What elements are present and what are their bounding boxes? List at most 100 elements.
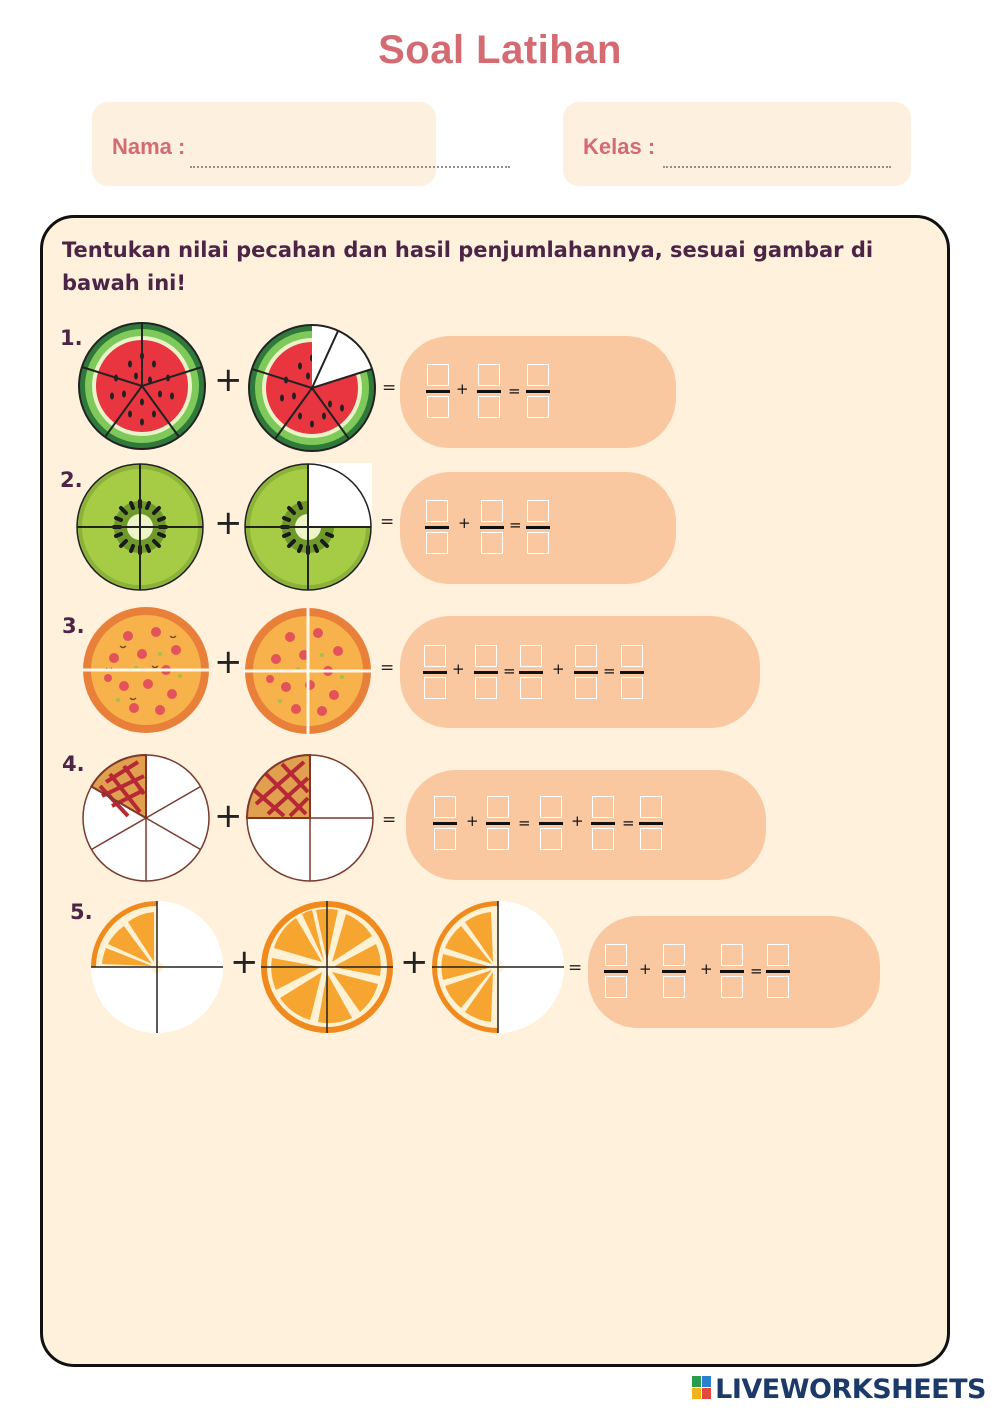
numerator-box[interactable] bbox=[481, 500, 503, 522]
fraction-bar bbox=[574, 671, 598, 674]
fraction-bar bbox=[423, 671, 447, 674]
plus-sign: + bbox=[214, 503, 243, 543]
numerator-box[interactable] bbox=[427, 364, 449, 386]
kiwi-full-image bbox=[76, 463, 204, 591]
name-field[interactable] bbox=[190, 166, 510, 168]
liveworksheets-watermark: LIVEWORKSHEETS bbox=[692, 1374, 986, 1405]
plus-sign: + bbox=[400, 942, 429, 982]
answer-pill-4 bbox=[406, 770, 766, 880]
equals-sign: = bbox=[603, 662, 616, 680]
plus-sign: + bbox=[700, 960, 713, 978]
numerator-box[interactable] bbox=[721, 944, 743, 966]
fraction-bar bbox=[477, 390, 501, 393]
watermelon-full-image bbox=[78, 322, 206, 450]
fraction-bar bbox=[474, 671, 498, 674]
numerator-box[interactable] bbox=[434, 796, 456, 818]
watermark-text: LIVEWORKSHEETS bbox=[715, 1374, 986, 1405]
fraction-bar bbox=[720, 970, 744, 973]
fraction-bar bbox=[519, 671, 543, 674]
denominator-box[interactable] bbox=[621, 677, 643, 699]
numerator-box[interactable] bbox=[520, 645, 542, 667]
denominator-box[interactable] bbox=[592, 828, 614, 850]
denominator-box[interactable] bbox=[721, 976, 743, 998]
denominator-box[interactable] bbox=[426, 532, 448, 554]
equals-sign: = bbox=[750, 962, 763, 980]
denominator-box[interactable] bbox=[575, 677, 597, 699]
numerator-box[interactable] bbox=[592, 796, 614, 818]
denominator-box[interactable] bbox=[527, 532, 549, 554]
plus-sign: + bbox=[214, 360, 243, 400]
denominator-box[interactable] bbox=[427, 396, 449, 418]
plus-sign: + bbox=[214, 796, 243, 836]
denominator-box[interactable] bbox=[487, 828, 509, 850]
equals-sign: = bbox=[518, 814, 531, 832]
pizza-image bbox=[82, 607, 210, 733]
fraction-bar bbox=[526, 390, 550, 393]
numerator-box[interactable] bbox=[527, 500, 549, 522]
numerator-box[interactable] bbox=[575, 645, 597, 667]
numerator-box[interactable] bbox=[527, 364, 549, 386]
fraction-bar bbox=[591, 822, 615, 825]
equals-sign: = bbox=[382, 378, 397, 398]
denominator-box[interactable] bbox=[663, 976, 685, 998]
numerator-box[interactable] bbox=[663, 944, 685, 966]
plus-sign: + bbox=[552, 660, 565, 678]
class-field[interactable] bbox=[663, 166, 891, 168]
numerator-box[interactable] bbox=[767, 944, 789, 966]
fraction-bar bbox=[620, 671, 644, 674]
fraction-bar bbox=[639, 822, 663, 825]
plus-sign: + bbox=[639, 960, 652, 978]
denominator-box[interactable] bbox=[475, 677, 497, 699]
class-label: Kelas : bbox=[583, 134, 656, 159]
equals-sign: = bbox=[622, 814, 635, 832]
page-title: Soal Latihan bbox=[378, 28, 622, 72]
denominator-box[interactable] bbox=[605, 976, 627, 998]
numerator-box[interactable] bbox=[426, 500, 448, 522]
numerator-box[interactable] bbox=[540, 796, 562, 818]
denominator-box[interactable] bbox=[424, 677, 446, 699]
denominator-box[interactable] bbox=[481, 532, 503, 554]
fraction-bar bbox=[539, 822, 563, 825]
plus-sign: + bbox=[458, 514, 471, 532]
problem-number-2: 2. bbox=[60, 468, 83, 492]
fraction-bar bbox=[526, 526, 550, 529]
numerator-box[interactable] bbox=[487, 796, 509, 818]
equals-sign: = bbox=[508, 382, 521, 400]
fraction-bar bbox=[480, 526, 504, 529]
equals-sign: = bbox=[380, 512, 395, 532]
denominator-box[interactable] bbox=[527, 396, 549, 418]
numerator-box[interactable] bbox=[424, 645, 446, 667]
denominator-box[interactable] bbox=[540, 828, 562, 850]
denominator-box[interactable] bbox=[434, 828, 456, 850]
pizza-quartered-image bbox=[244, 607, 372, 735]
numerator-box[interactable] bbox=[475, 645, 497, 667]
fraction-bar bbox=[604, 970, 628, 973]
denominator-box[interactable] bbox=[520, 677, 542, 699]
fraction-bar bbox=[662, 970, 686, 973]
problem-number-1: 1. bbox=[60, 326, 83, 350]
kiwi-partial-image bbox=[244, 463, 372, 591]
denominator-box[interactable] bbox=[640, 828, 662, 850]
numerator-box[interactable] bbox=[478, 364, 500, 386]
numerator-box[interactable] bbox=[605, 944, 627, 966]
name-label: Nama : bbox=[112, 134, 186, 159]
problem-number-4: 4. bbox=[62, 752, 85, 776]
denominator-box[interactable] bbox=[478, 396, 500, 418]
plus-sign: + bbox=[214, 642, 243, 682]
orange-half-image bbox=[432, 901, 564, 1033]
fraction-bar bbox=[426, 390, 450, 393]
plus-sign: + bbox=[456, 380, 469, 398]
pie-sixths-image bbox=[82, 753, 210, 882]
plus-sign: + bbox=[452, 660, 465, 678]
watermelon-partial-image bbox=[248, 324, 376, 452]
name-box: Nama : bbox=[92, 102, 510, 186]
denominator-box[interactable] bbox=[767, 976, 789, 998]
fraction-bar bbox=[766, 970, 790, 973]
numerator-box[interactable] bbox=[621, 645, 643, 667]
plus-sign: + bbox=[571, 812, 584, 830]
fraction-bar bbox=[486, 822, 510, 825]
fraction-bar bbox=[425, 526, 449, 529]
problem-number-3: 3. bbox=[62, 614, 85, 638]
equals-sign: = bbox=[380, 658, 395, 678]
numerator-box[interactable] bbox=[640, 796, 662, 818]
